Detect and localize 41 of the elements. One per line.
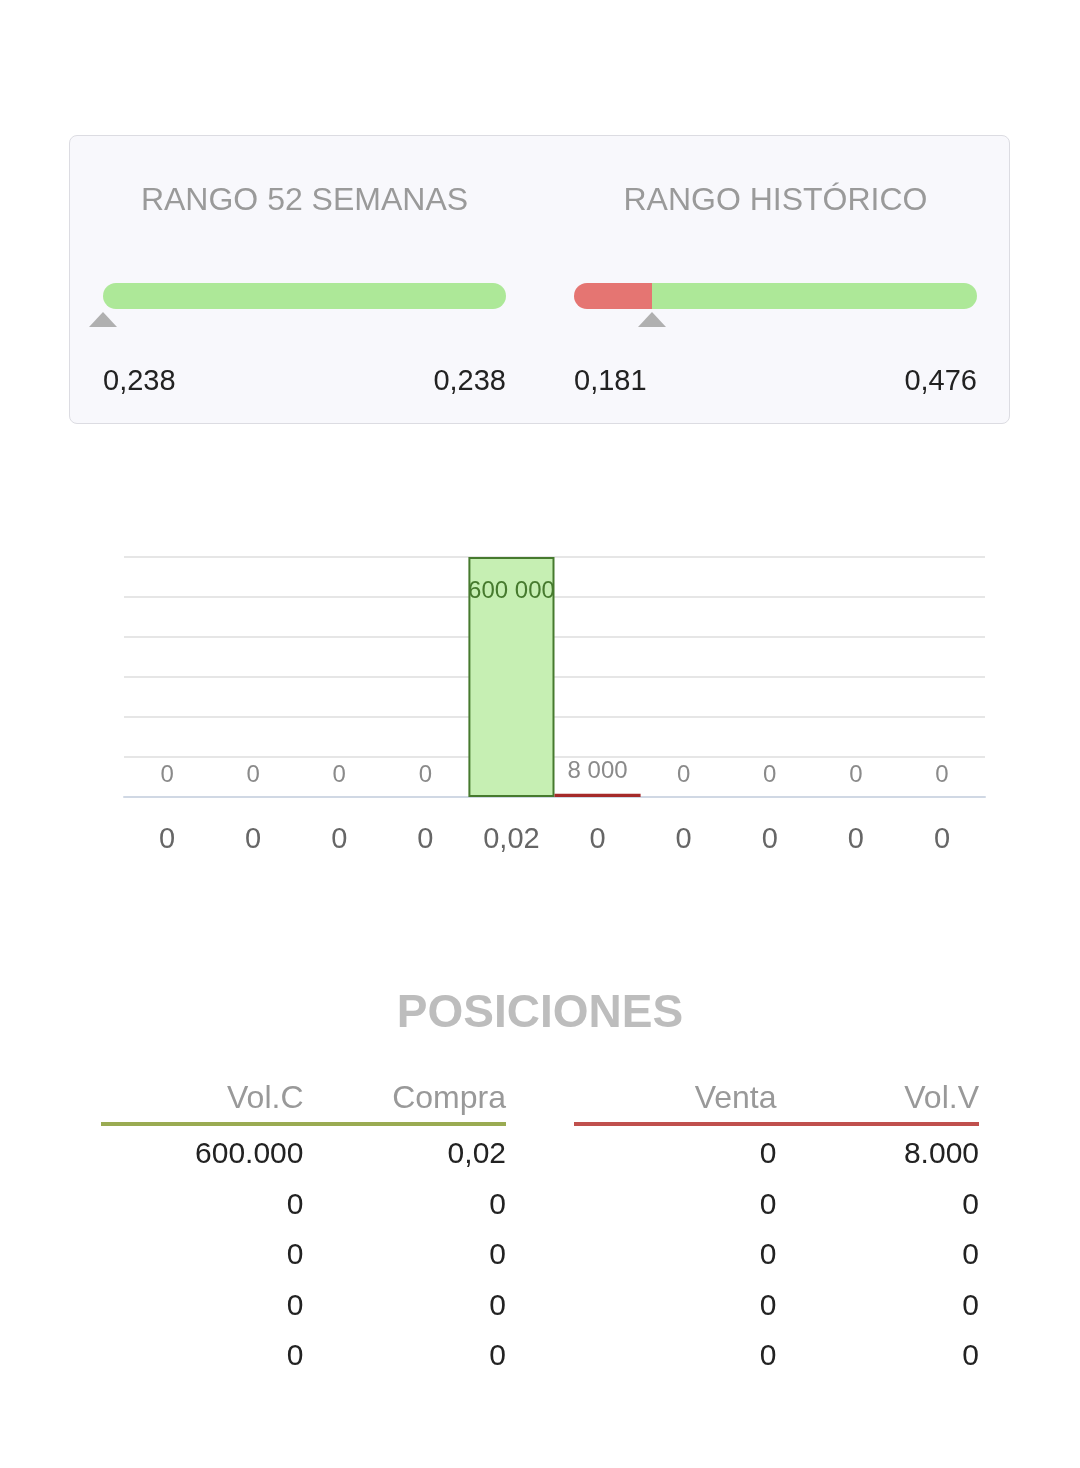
text: 0 [961,1236,979,1272]
data-label: 8 000 [567,756,628,784]
text: 0 [285,1286,304,1323]
text: 0 [758,1135,777,1171]
text: 8.000 [902,1135,979,1171]
text: Venta [693,1078,777,1116]
text: Vol.V [903,1078,979,1116]
text: 0 [961,1185,979,1222]
x-tick-label: 0 [418,759,433,787]
text: 0,02 [446,1135,506,1171]
text: 0 [758,1286,777,1323]
text: 0,476 [904,363,977,397]
text: 0 [488,1236,506,1272]
text: 0 [758,1337,777,1373]
data-label: 600 000 [468,575,555,603]
text: 0,238 [103,363,176,397]
x-tick-label: 0 [763,759,777,787]
text: 0 [285,1236,304,1272]
text: 0,181 [574,363,647,397]
text: 0 [758,1185,777,1222]
text: 600.000 [194,1135,304,1171]
text: 0 [758,1236,777,1272]
x-tick-label: 0 [935,759,949,787]
text: Compra [391,1078,506,1116]
text: 0 [285,1337,304,1373]
text: 0 [488,1286,506,1323]
x-tick-label: 0 [332,759,346,787]
text: POSICIONES [395,984,685,1038]
text: 0 [488,1185,506,1222]
text: 0 [961,1337,979,1373]
text: 0 [961,1286,979,1323]
text: RANGO 52 SEMANAS [139,180,470,218]
text: 0 [285,1185,304,1222]
x-tick-label: 0 [676,759,691,787]
text: 0 [488,1337,506,1373]
x-tick-label: 0 [160,759,174,787]
x-tick-label: 0 [849,759,863,787]
text: 0,238 [433,363,506,397]
text: RANGO HISTÓRICO [622,180,929,218]
x-tick-label: 0 [246,759,260,787]
text: Vol.C [226,1078,304,1116]
